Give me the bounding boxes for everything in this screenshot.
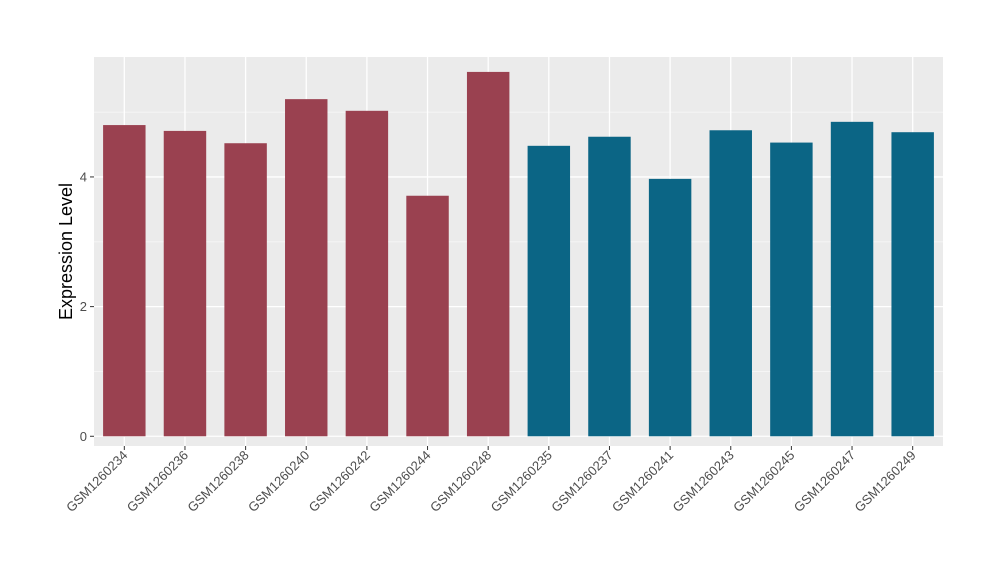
x-tick-label: GSM1260240	[245, 448, 312, 515]
bar-GSM1260240	[285, 99, 328, 437]
y-tick-label: 4	[80, 169, 87, 184]
y-axis-title: Expression Level	[56, 183, 76, 320]
x-tick-label: GSM1260247	[791, 448, 858, 515]
x-tick-label: GSM1260234	[63, 448, 130, 515]
x-tick-label: GSM1260245	[730, 448, 797, 515]
plot-panel	[94, 57, 943, 446]
x-tick-label: GSM1260238	[184, 448, 251, 515]
x-tick-label: GSM1260248	[427, 448, 494, 515]
bar-GSM1260237	[588, 136, 631, 437]
x-tick-label: GSM1260244	[366, 448, 433, 515]
bar-GSM1260236	[163, 130, 207, 437]
x-tick-label: GSM1260242	[306, 448, 373, 515]
bar-GSM1260241	[648, 178, 692, 437]
bar-GSM1260244	[406, 195, 449, 437]
x-tick-label: GSM1260243	[670, 448, 737, 515]
x-axis: GSM1260234GSM1260236GSM1260238GSM1260240…	[63, 446, 919, 515]
bar-GSM1260245	[770, 142, 813, 437]
bars	[103, 71, 934, 437]
x-tick-label: GSM1260237	[548, 448, 615, 515]
bar-GSM1260235	[527, 145, 571, 437]
y-tick-label: 0	[80, 429, 87, 444]
bar-GSM1260243	[709, 130, 752, 437]
x-tick-label: GSM1260241	[609, 448, 676, 515]
bar-GSM1260238	[224, 143, 267, 437]
bar-GSM1260247	[830, 121, 874, 437]
y-axis: 0 2 4	[80, 169, 94, 444]
x-tick-label: GSM1260236	[124, 448, 191, 515]
bar-GSM1260248	[466, 71, 510, 437]
bar-GSM1260242	[345, 110, 389, 437]
y-tick-label: 2	[80, 299, 87, 314]
bar-GSM1260234	[103, 125, 146, 437]
x-tick-label: GSM1260235	[488, 448, 555, 515]
bar-GSM1260249	[891, 132, 934, 437]
x-tick-label: GSM1260249	[851, 448, 918, 515]
